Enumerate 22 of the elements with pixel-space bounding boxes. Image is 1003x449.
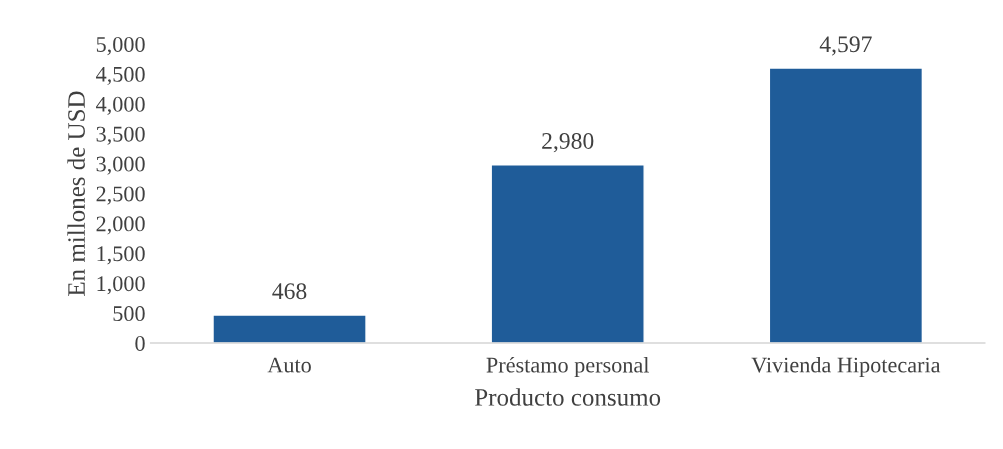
bar: [490, 164, 645, 344]
y-tick-label: 2,000: [96, 216, 145, 235]
bar: [212, 314, 367, 344]
x-axis-title: Producto consumo: [475, 388, 661, 406]
y-tick-label: 1,500: [97, 246, 145, 265]
y-tick-label: 3,000: [96, 156, 145, 175]
data-label: 4,597: [819, 36, 872, 56]
y-tick-label: 2,500: [96, 186, 145, 205]
data-label: 468: [272, 283, 307, 300]
data-label: 2,980: [542, 132, 594, 153]
y-tick-label: 0: [135, 335, 145, 351]
y-tick-label: 1,000: [97, 276, 145, 295]
y-tick-label: 5,000: [96, 36, 145, 56]
y-tick-label: 4,000: [96, 96, 145, 115]
x-tick-label: Vivienda Hipotecaria: [751, 356, 941, 378]
y-tick-label: 3,500: [96, 126, 145, 145]
y-tick-label: 500: [113, 306, 145, 322]
y-tick-label: 4,500: [96, 66, 145, 86]
y-axis-title: En millones de USD: [67, 91, 85, 296]
bar: [768, 67, 924, 344]
x-tick-label: Préstamo personal: [486, 356, 650, 378]
x-tick-label: Auto: [267, 357, 311, 373]
